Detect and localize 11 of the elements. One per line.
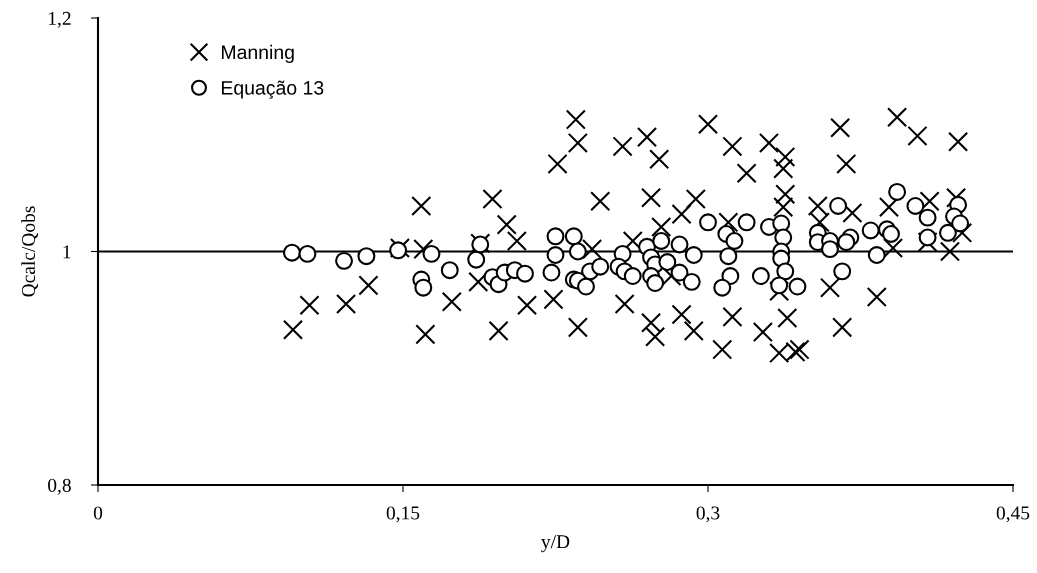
y-tick-label: 1	[63, 245, 71, 259]
x-tick-label: 0,15	[386, 506, 420, 523]
x-axis-title: y/D	[541, 535, 570, 553]
y-axis-title: Qcalc/Qobs	[21, 206, 38, 297]
y-tick-label: 1,2	[49, 11, 71, 28]
x-tick-label: 0,45	[996, 506, 1030, 523]
x-tick-label: 0	[93, 506, 103, 520]
x-tick-label: 0,3	[696, 506, 720, 523]
legend-label: Equação 13	[221, 80, 324, 99]
y-tick-label: 0,8	[48, 478, 71, 495]
legend-label: Manning	[221, 44, 294, 63]
